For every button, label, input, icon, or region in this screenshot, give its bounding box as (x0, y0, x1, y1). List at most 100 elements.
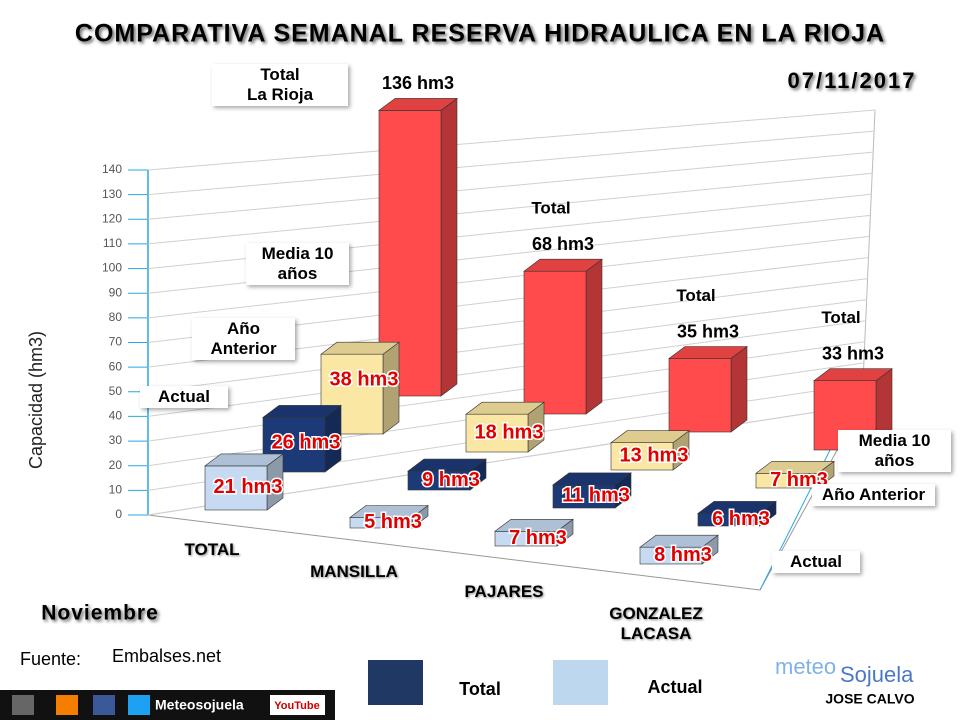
grid-line (147, 130, 875, 196)
grid-line (147, 109, 876, 171)
bar (465, 401, 545, 453)
bar-top (813, 368, 893, 382)
grid-line (147, 299, 867, 393)
y-tick-label: 70 (109, 335, 123, 349)
bar (610, 430, 690, 471)
month: Noviembre (41, 602, 159, 625)
floor-edge (147, 514, 761, 591)
bar (262, 404, 342, 473)
y-tick-label: 60 (109, 359, 123, 373)
youtube: YouTube (274, 700, 319, 712)
icon (128, 695, 150, 715)
bar-top (523, 258, 603, 272)
x-tick-label: TOTAL (184, 540, 240, 559)
series-name: Total (531, 199, 570, 218)
grid-line (147, 320, 866, 417)
bar (349, 504, 429, 529)
x-tick-label: GONZALEZ LACASA (609, 604, 703, 643)
icon (270, 695, 325, 715)
bar-top (378, 98, 458, 111)
value-label: 6 hm3 (712, 508, 770, 530)
bar-top (639, 534, 719, 548)
value-label: 136 hm3 (382, 73, 454, 93)
bar-front (610, 442, 674, 471)
bar-top (668, 346, 748, 359)
y-tick-label: 40 (109, 409, 123, 423)
brand-sojuela: Sojuela (840, 662, 914, 687)
source: Embalses.net (112, 646, 221, 666)
y-tick-label: 20 (109, 458, 123, 472)
bar-top (755, 460, 835, 474)
bar-top (465, 401, 545, 415)
grid-line (147, 172, 873, 245)
series-label: Actual (140, 386, 228, 408)
y-tick-label: 120 (102, 211, 122, 225)
y-tick-label: 30 (109, 433, 123, 447)
legend-label: Actual (647, 677, 702, 697)
value-label: 21 hm3 (214, 476, 283, 498)
value-label: 26 hm3 (272, 432, 341, 454)
value-label: 5 hm3 (364, 511, 422, 533)
value-label: 7 hm3 (509, 527, 567, 549)
value-label: 33 hm3 (822, 343, 884, 363)
bar-top (494, 518, 574, 532)
bar (552, 472, 632, 509)
region: La Rioja (246, 85, 314, 104)
bar-side (730, 345, 748, 433)
bar (668, 345, 748, 433)
bar-side (585, 258, 603, 415)
value-label: 35 hm3 (677, 321, 739, 341)
icon (12, 695, 34, 715)
series-label: Media 10 años (246, 243, 349, 285)
value-label: 18 hm3 (475, 421, 544, 443)
x-tick-label: PAJARES (464, 582, 544, 601)
legend-label: Total (459, 679, 501, 699)
y-tick-label: 100 (102, 261, 122, 275)
series-name: Total (821, 308, 860, 327)
series-label: Media 10 años (838, 430, 951, 472)
legend-swatch (368, 660, 423, 705)
y-tick-label: 10 (109, 483, 123, 497)
series-label: Actual (772, 551, 860, 573)
icon (56, 695, 78, 715)
bar-front (523, 270, 587, 415)
bar (204, 453, 284, 511)
value-label: 11 hm3 (562, 485, 630, 507)
y-axis-label: Capacidad (hm3) (26, 331, 46, 469)
bar (755, 460, 835, 489)
value-label: 38 hm3 (330, 368, 399, 390)
value-label: 13 hm3 (620, 445, 689, 467)
bar-front (204, 465, 268, 511)
grid-line (147, 235, 870, 319)
series-label: Año Anterior (192, 318, 295, 360)
y-tick-label: 80 (109, 310, 123, 324)
x-tick-label: MANSILLA (310, 562, 398, 581)
total-box: Total La Rioja (212, 64, 348, 106)
bar-top (320, 341, 400, 355)
bar (523, 258, 603, 415)
bar-top (610, 430, 690, 444)
y-tick-label: 140 (102, 162, 122, 176)
bar-front (668, 358, 732, 433)
bar-top (262, 405, 342, 418)
y-tick-label: 130 (102, 187, 122, 201)
bar-front (465, 413, 529, 453)
date: 07/11/2017 (788, 68, 917, 93)
source-label: Fuente: (20, 649, 81, 669)
y-tick-label: 110 (103, 236, 122, 250)
bar-top (697, 501, 777, 514)
series-label: Año Anterior (812, 484, 935, 506)
bar (320, 341, 400, 435)
bar-top (349, 505, 429, 518)
chart-title: COMPARATIVA SEMANAL RESERVA HIDRAULICA E… (75, 20, 885, 48)
value-label: 8 hm3 (654, 544, 712, 566)
bar-side (440, 97, 458, 397)
author: JOSE CALVO (825, 691, 914, 707)
bar-top (552, 472, 632, 486)
handle: Meteosojuela (155, 697, 244, 713)
bar (494, 518, 574, 547)
bar (407, 458, 487, 491)
value-label: 68 hm3 (532, 234, 594, 254)
